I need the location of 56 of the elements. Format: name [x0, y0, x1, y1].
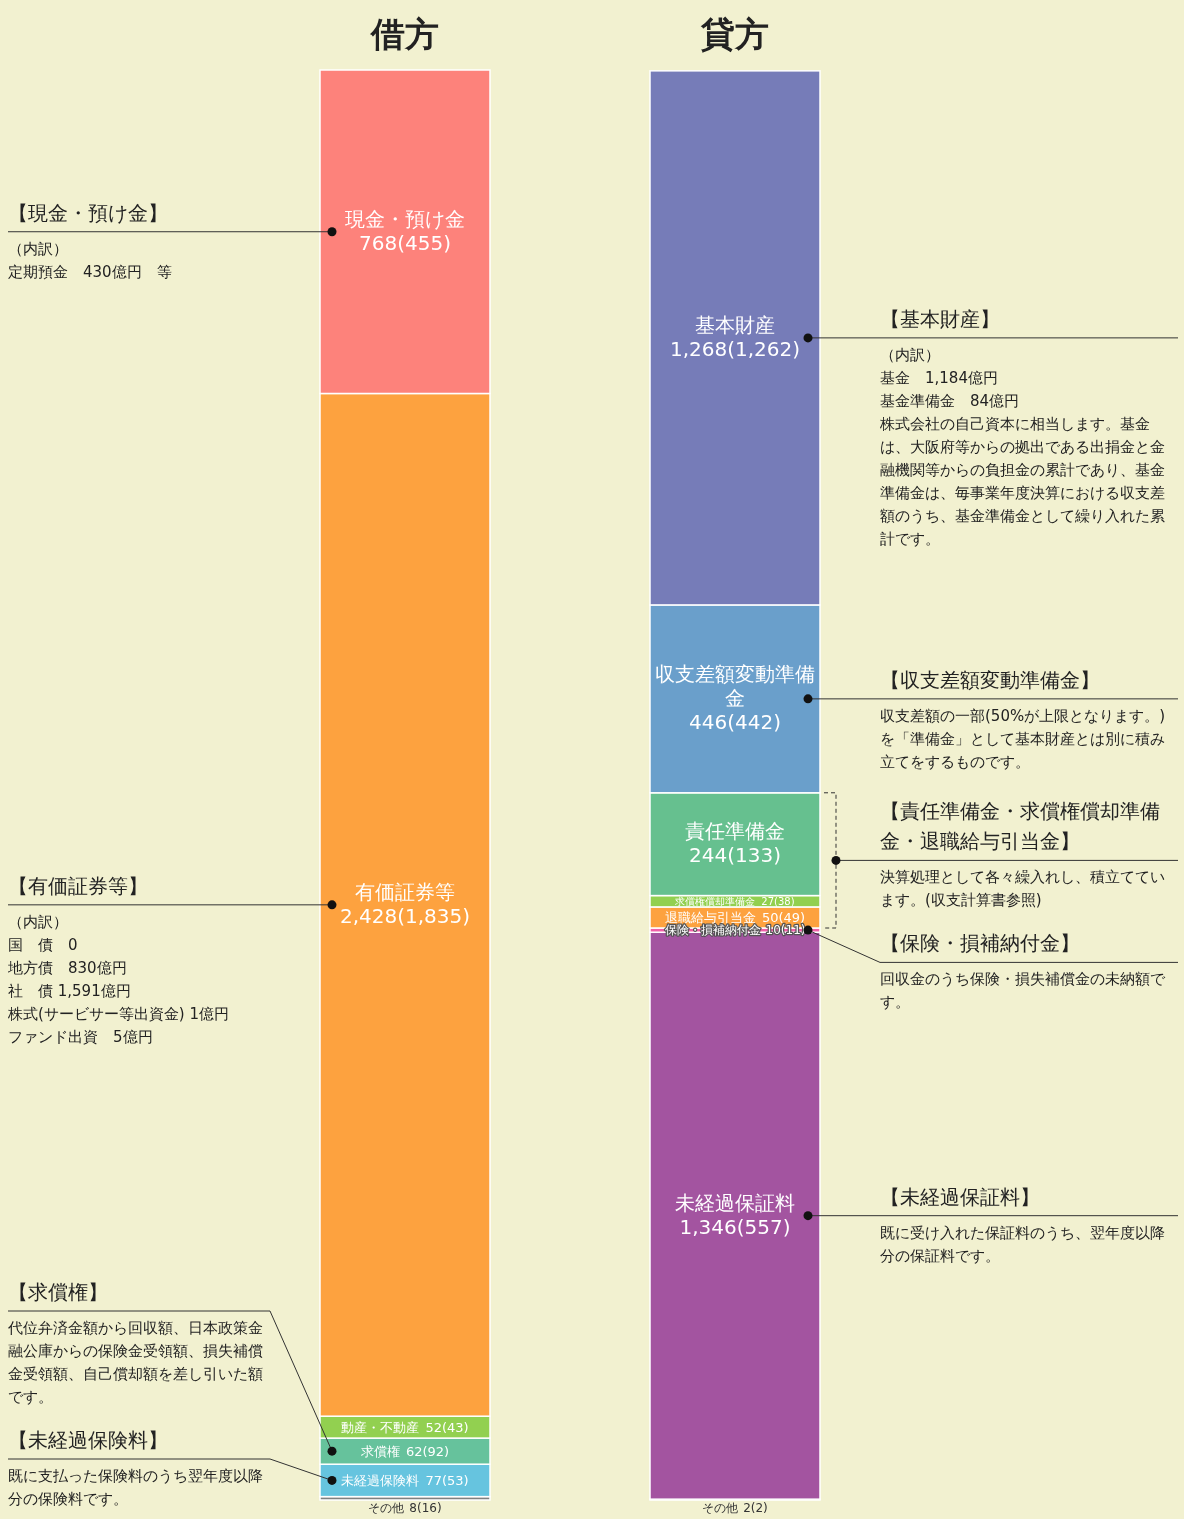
text: ファンド出資 5億円 [8, 1026, 154, 1048]
x-tick-label: 貸方 [700, 14, 769, 54]
text: （内訳） [8, 238, 69, 260]
series-label: 収支差額変動準備金 [655, 661, 815, 710]
series-label: 保険・損補納付金 [664, 923, 761, 938]
series-label: 現金・預け金 [345, 206, 465, 231]
series-label: 有価証券等 [355, 879, 455, 904]
text: 定期預金 430億円 等 [8, 261, 173, 283]
text: 地方債 830億円 [8, 957, 128, 979]
data-label: 62(92) [405, 1443, 450, 1459]
annotation: 基金準備金 84億円 [880, 390, 1021, 412]
text: 【未経過保険料】 [8, 1427, 169, 1454]
series-label: 退職給与引当金 [664, 909, 756, 925]
x-tick-label: 借方 [370, 14, 439, 54]
text: （内訳） [8, 911, 69, 933]
data-label: 2,428(1,835) [339, 903, 471, 928]
series-label: その他 [368, 1501, 405, 1515]
data-label: 768(455) [359, 230, 451, 255]
annotation: 収支差額の一部(50%が上限となります。)を「準備金」として基本財産とは別に積み立てをするものです。 [880, 705, 1167, 773]
series-label: 求償権 [360, 1443, 400, 1459]
data-label: 77(53) [425, 1472, 469, 1488]
data-label: 1,268(1,262) [669, 336, 801, 361]
series-label: 求償権償却準備金 [675, 895, 756, 907]
series-label: 責任準備金 [685, 819, 785, 844]
data-label: 1,346(557) [679, 1214, 791, 1239]
data-label: 52(43) [425, 1419, 469, 1435]
annotation: 【未経過保証料】 [880, 1183, 1041, 1211]
text: 国 債 0 [8, 934, 79, 956]
text: 【現金・預け金】 [8, 199, 169, 227]
data-label: 2(2) [743, 1501, 768, 1515]
annotation: 株式会社の自己資本に相当します。基金は、大阪府等からの拠出である出捐金と金融機関等からの負担金の累計であり、基金準備金は、毎事業年度決算における収支差額のうち、基金準備金として繰り入れた累計です。 [880, 413, 1166, 550]
annotation: 【責任準備金・求償権償却準備金・退職給与引当金】 [880, 798, 1161, 856]
series-label: 未経過保険料 [341, 1472, 420, 1488]
text: 社 債 1,591億円 [8, 980, 132, 1002]
annotation: 【収支差額変動準備金】 [880, 666, 1101, 694]
data-label: 446(442) [689, 709, 781, 734]
data-label: 50(49) [761, 909, 806, 925]
annotation: 既に受け入れた保証料のうち、翌年度以降分の保証料です。 [880, 1222, 1166, 1267]
annotation: 回収金のうち保険・損失補償金の未納額です。 [880, 969, 1166, 1014]
annotation: 既に支払った保険料のうち翌年度以降分の保険料です。 [8, 1466, 264, 1510]
annotation: 代位弁済金額から回収額、日本政策金融公庫からの保険金受領額、損失補償金受領額、自己償却額を差し引いた額です。 [8, 1318, 264, 1408]
annotation: 決算処理として各々繰入れし、積立てています。(収支計算書参照) [880, 867, 1166, 912]
annotation: 【基本財産】 [880, 305, 1001, 333]
text: 【求償権】 [8, 1279, 109, 1306]
text: 【有価証券等】 [8, 872, 149, 900]
annotation: （内訳） [880, 344, 941, 366]
text: 株式(サービサー等出資金) 1億円 [8, 1003, 230, 1025]
data-label: 244(133) [689, 843, 781, 868]
annotation: 【保険・損補納付金】 [880, 930, 1081, 958]
annotation: 基金 1,184億円 [880, 367, 999, 389]
series-label: 動産・不動産 [341, 1419, 420, 1435]
series-label: その他 [702, 1501, 739, 1515]
series-label: 未経過保証料 [675, 1190, 795, 1215]
data-label: 8(16) [409, 1501, 442, 1515]
data-label: 27(38) [761, 895, 795, 907]
series-label: 基本財産 [695, 312, 775, 337]
